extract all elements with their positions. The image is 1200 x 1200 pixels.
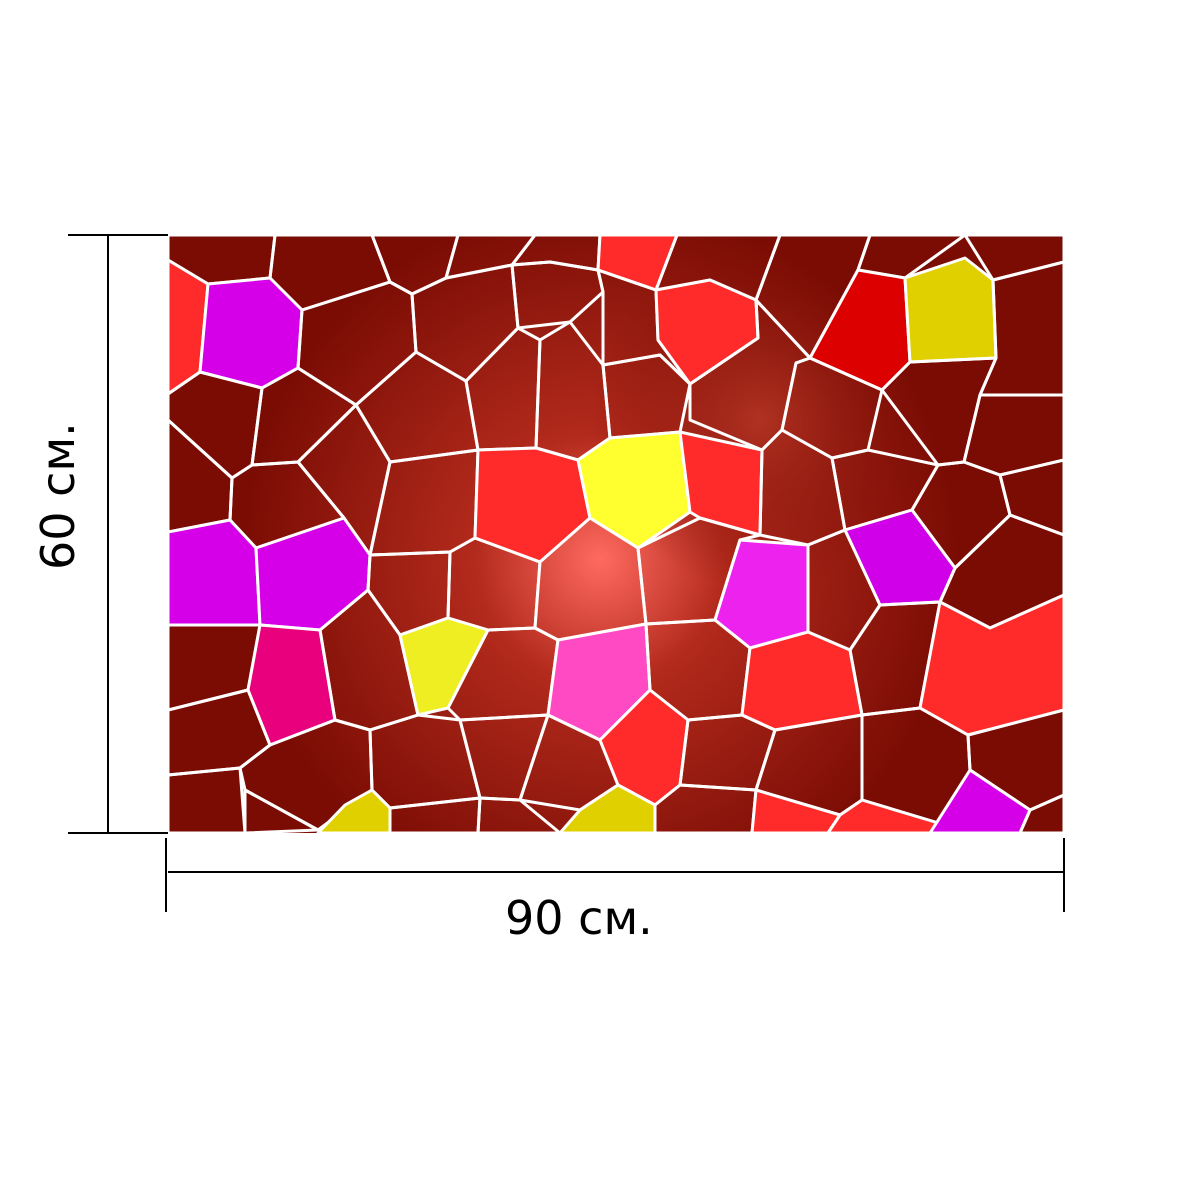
mosaic-tile <box>168 518 262 627</box>
mosaic-tile <box>198 276 304 390</box>
height-dimension-label: 60 см. <box>31 422 85 570</box>
mosaic-tile <box>601 353 692 440</box>
mosaic-tile <box>168 766 247 833</box>
mosaic-tile <box>388 796 482 833</box>
width-dimension-label: 90 см. <box>505 891 653 945</box>
mosaic-tile <box>963 235 1064 282</box>
mosaic-tile <box>998 458 1064 537</box>
mosaic-artwork <box>168 235 1064 833</box>
dimension-lines <box>68 234 1065 912</box>
mosaic-tile <box>903 256 998 364</box>
mosaic-tile <box>476 796 562 833</box>
mosaic-tile <box>558 783 657 833</box>
mosaic-tile <box>1018 793 1064 833</box>
mosaic-tile <box>316 788 392 833</box>
mosaic-tile <box>740 630 864 732</box>
mosaic-tile <box>750 788 842 833</box>
mosaic-tile <box>243 788 320 833</box>
